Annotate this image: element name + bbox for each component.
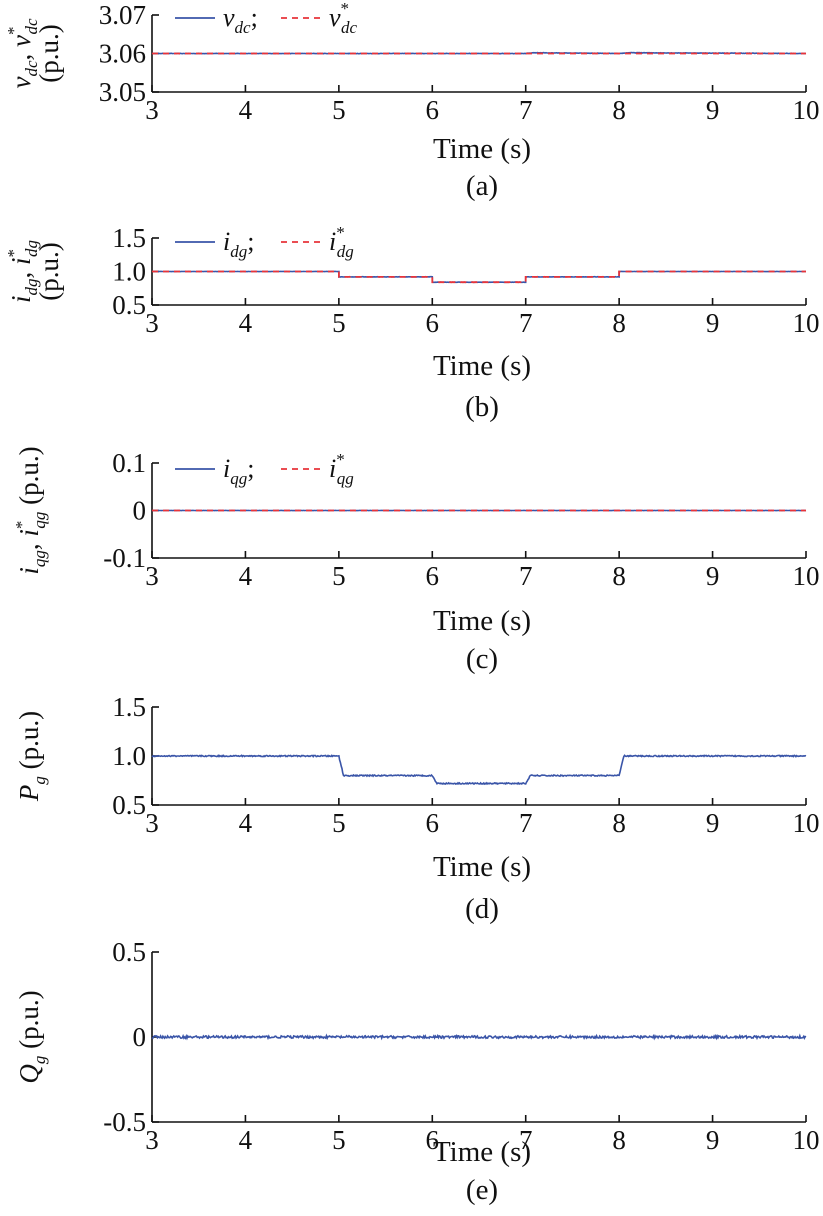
x-tick-label: 5 [332,1125,346,1155]
panel-caption: (c) [466,643,498,675]
y-axis-label: Pg (p.u.) [14,711,49,802]
x-tick-label: 6 [426,1125,440,1155]
series-line-measured [151,754,807,786]
y-axis-label: iqg, i*qg (p.u.) [12,446,49,574]
x-tick-label: 4 [239,95,253,125]
panel-b: 3 4 5 6 7 8 9 10 0.51.0 1.5 Time (s) (b) idg, i*dg(p… [4,223,820,423]
x-tick-label: 10 [793,1125,820,1155]
panel-caption: (d) [465,893,499,925]
y-tick-label: 0.5 [112,937,146,967]
x-tick-label: 5 [332,95,346,125]
y-axis-unit: (p.u.) [34,242,64,300]
x-tick-label: 8 [612,561,626,591]
series-line-measured [151,270,806,284]
x-tick-label: 7 [519,95,533,125]
legend-entry: idg; [223,227,254,261]
x-tick-label: 10 [793,95,820,125]
y-tick-label: 3.07 [99,0,146,30]
x-tick-label: 5 [332,561,346,591]
y-tick-label: 1.0 [112,257,146,287]
series-line-reference [152,270,806,284]
x-axis-label: Time (s) [433,133,531,165]
y-axis-label: vdc, v*dc [4,18,41,89]
x-tick-label: 7 [519,308,533,338]
y-tick-label: 0.5 [112,290,146,320]
panel-c: 3 4 5 6 7 8 9 10 -0.1 0 0.1 Time (s) (c) iqg, i*qg (p… [12,446,820,675]
x-tick-label: 7 [519,1125,533,1155]
panel-e: 3 4 5 6 7 8 9 10 -0.5 0 0.5 Time (s) (e) Qg (p.u.) [14,937,820,1206]
y-tick-label: 3.06 [99,39,146,69]
y-axis-label: Qg (p.u.) [14,990,49,1083]
legend-entry: i* qg [329,450,354,488]
legend-entry: v* dc [329,0,358,37]
x-axis-label: Time (s) [433,605,531,637]
x-tick-label: 6 [426,308,440,338]
x-tick-label: 4 [239,308,253,338]
x-tick-label: 4 [239,561,253,591]
x-tick-label: 8 [612,308,626,338]
x-tick-label: 10 [793,308,820,338]
y-tick-label: 1.5 [112,223,146,253]
x-tick-label: 6 [426,95,440,125]
x-tick-label: 4 [239,808,253,838]
x-tick-label: 5 [332,808,346,838]
x-tick-label: 3 [145,1125,159,1155]
x-tick-label: 6 [426,561,440,591]
x-tick-label: 3 [145,308,159,338]
panel-d: 3 4 5 6 7 8 9 10 0.5 1.0 1.5 Time (s) (d) Pg (p.u.) [14,692,820,925]
y-tick-label: -0.5 [103,1107,146,1137]
y-tick-label: 0 [133,1022,147,1052]
x-tick-label: 7 [519,561,533,591]
x-tick-label: 8 [612,1125,626,1155]
y-tick-label: 1.5 [112,692,146,722]
x-tick-label: 9 [706,561,720,591]
legend-entry: i* dg [329,223,354,261]
x-tick-label: 9 [706,95,720,125]
legend-entry: iqg; [223,454,254,488]
y-tick-label: -0.1 [103,543,146,573]
panel-a: 3 4 5 6 7 8 9 10 3.05 3.06 3.07 Time (s) (a) vdc, v*d… [4,0,820,202]
x-tick-label: 3 [145,561,159,591]
x-tick-label: 5 [332,308,346,338]
y-axis-label: idg, i*dg [4,240,41,303]
x-axis-label: Time (s) [433,350,531,382]
y-tick-label: 0.1 [112,448,146,478]
x-tick-label: 6 [426,808,440,838]
y-tick-label: 0.5 [112,790,146,820]
y-tick-label: 1.0 [112,741,146,771]
panel-caption: (e) [466,1174,498,1206]
y-tick-label: 3.05 [99,77,146,107]
x-tick-label: 8 [612,808,626,838]
x-tick-label: 3 [145,95,159,125]
x-tick-label: 7 [519,808,533,838]
x-tick-label: 3 [145,808,159,838]
series-line-measured [151,1033,807,1041]
x-tick-label: 9 [706,1125,720,1155]
y-axis-unit: (p.u.) [34,24,64,82]
x-tick-label: 9 [706,308,720,338]
panel-caption: (b) [465,391,499,423]
x-axis-label: Time (s) [433,851,531,883]
x-tick-label: 10 [793,561,820,591]
y-tick-label: 0 [133,496,147,526]
x-tick-label: 10 [793,808,820,838]
x-tick-label: 9 [706,808,720,838]
x-axis-label: Time (s) [433,1136,531,1168]
x-tick-label: 4 [239,1125,253,1155]
legend-entry: vdc; [223,3,258,37]
x-tick-label: 8 [612,95,626,125]
panel-caption: (a) [466,170,498,202]
